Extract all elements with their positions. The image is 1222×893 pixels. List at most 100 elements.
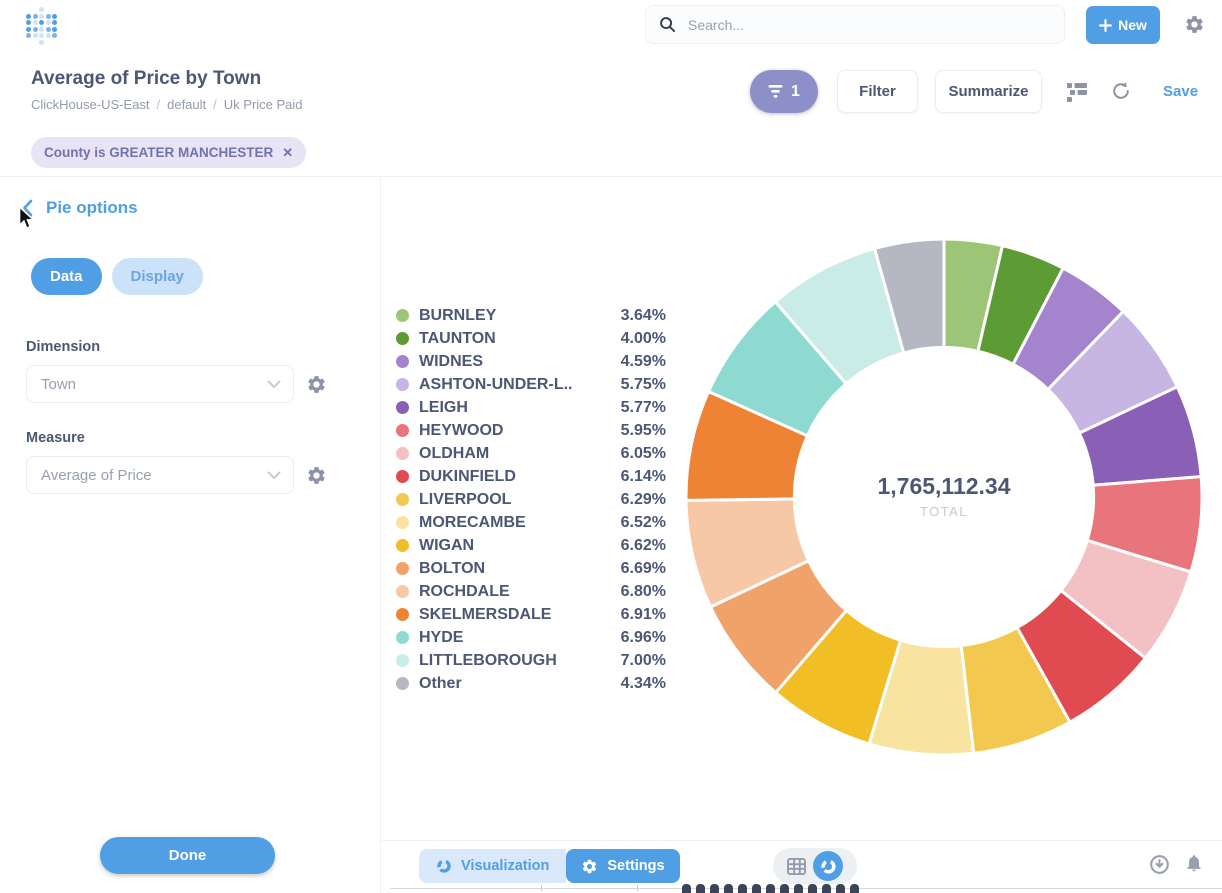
legend-value: 6.62% <box>620 536 666 554</box>
filter-chip[interactable]: County is GREATER MANCHESTER ✕ <box>31 137 307 168</box>
legend-dot <box>396 516 409 529</box>
legend-value: 6.91% <box>620 605 666 623</box>
remove-filter-icon[interactable]: ✕ <box>282 144 294 160</box>
legend-label: HEYWOOD <box>419 421 504 439</box>
chart-view-button[interactable] <box>813 851 843 881</box>
measure-gear-icon[interactable] <box>306 465 327 486</box>
filter-count-badge[interactable]: 1 <box>750 70 818 113</box>
legend-label: BURNLEY <box>419 306 497 324</box>
metabase-logo[interactable] <box>26 7 57 45</box>
pie-options-sidebar: Pie options Data Display Dimension Town … <box>0 177 381 893</box>
legend-dot <box>396 585 409 598</box>
notebook-editor-icon[interactable] <box>1066 81 1088 103</box>
legend-dot <box>396 378 409 391</box>
legend-label: OLDHAM <box>419 444 490 462</box>
legend-label: LEIGH <box>419 398 468 416</box>
refresh-icon[interactable] <box>1111 81 1131 101</box>
tab-data[interactable]: Data <box>31 258 102 295</box>
gear-icon <box>581 858 598 875</box>
chevron-down-icon <box>267 380 281 388</box>
table-icon <box>787 857 806 875</box>
legend-row[interactable]: OLDHAM 6.05% <box>396 442 666 465</box>
new-button[interactable]: New <box>1086 6 1160 44</box>
legend-dot <box>396 677 409 690</box>
question-title[interactable]: Average of Price by Town <box>31 68 262 89</box>
visualization-label: Visualization <box>461 858 550 874</box>
legend-row[interactable]: Other 4.34% <box>396 672 666 695</box>
legend-row[interactable]: BURNLEY 3.64% <box>396 304 666 327</box>
measure-select[interactable]: Average of Price <box>26 456 294 494</box>
table-view-button[interactable] <box>787 857 806 875</box>
global-search[interactable] <box>645 5 1065 44</box>
settings-gear-icon[interactable] <box>1184 14 1205 35</box>
chevron-left-icon[interactable] <box>22 199 33 217</box>
header-divider <box>0 176 1222 177</box>
legend-dot <box>396 355 409 368</box>
legend-row[interactable]: HYDE 6.96% <box>396 626 666 649</box>
legend-value: 6.14% <box>620 467 666 485</box>
breadcrumb-item[interactable]: default <box>167 97 207 112</box>
summarize-button[interactable]: Summarize <box>935 70 1042 113</box>
legend-label: MORECAMBE <box>419 513 526 531</box>
legend-dot <box>396 309 409 322</box>
legend-value: 6.29% <box>620 490 666 508</box>
dimension-select[interactable]: Town <box>26 365 294 403</box>
dimension-gear-icon[interactable] <box>306 374 327 395</box>
legend-row[interactable]: TAUNTON 4.00% <box>396 327 666 350</box>
pie-chart-icon <box>820 858 837 875</box>
breadcrumb-separator: / <box>156 97 161 112</box>
legend-row[interactable]: WIGAN 6.62% <box>396 534 666 557</box>
legend-dot <box>396 493 409 506</box>
pie-slice-other[interactable] <box>873 237 946 355</box>
legend-label: Other <box>419 674 462 692</box>
legend-label: BOLTON <box>419 559 486 577</box>
sidebar-header: Pie options <box>22 198 138 218</box>
measure-value: Average of Price <box>41 466 152 484</box>
legend-row[interactable]: HEYWOOD 5.95% <box>396 419 666 442</box>
search-input[interactable] <box>686 15 1064 34</box>
legend-row[interactable]: SKELMERSDALE 6.91% <box>396 603 666 626</box>
download-icon[interactable] <box>1149 854 1170 875</box>
legend-row[interactable]: BOLTON 6.69% <box>396 557 666 580</box>
visualization-button[interactable]: Visualization <box>419 849 567 883</box>
chevron-down-icon <box>267 471 281 479</box>
legend-value: 5.75% <box>620 375 666 393</box>
legend-row[interactable]: LEIGH 5.77% <box>396 396 666 419</box>
done-button[interactable]: Done <box>100 837 275 874</box>
legend-row[interactable]: LIVERPOOL 6.29% <box>396 488 666 511</box>
legend-row[interactable]: ROCHDALE 6.80% <box>396 580 666 603</box>
legend-label: TAUNTON <box>419 329 496 347</box>
legend-row[interactable]: MORECAMBE 6.52% <box>396 511 666 534</box>
legend-row[interactable]: DUKINFIELD 6.14% <box>396 465 666 488</box>
legend-dot <box>396 424 409 437</box>
legend-row[interactable]: LITTLEBOROUGH 7.00% <box>396 649 666 672</box>
legend-value: 3.64% <box>620 306 666 324</box>
legend-dot <box>396 562 409 575</box>
legend-value: 4.34% <box>620 674 666 692</box>
breadcrumb-item[interactable]: Uk Price Paid <box>223 97 303 112</box>
table-peek-tick <box>637 885 638 891</box>
pie-chart <box>684 237 1204 757</box>
save-button[interactable]: Save <box>1163 83 1199 100</box>
tab-display[interactable]: Display <box>111 258 203 295</box>
legend-value: 4.00% <box>620 329 666 347</box>
legend-label: LIVERPOOL <box>419 490 512 508</box>
legend-dot <box>396 447 409 460</box>
breadcrumb-item[interactable]: ClickHouse-US-East <box>31 97 150 112</box>
search-icon <box>660 17 676 33</box>
filter-chip-row: County is GREATER MANCHESTER ✕ <box>31 137 307 168</box>
legend-value: 6.69% <box>620 559 666 577</box>
visualization-footer: Visualization Settings <box>382 840 1222 888</box>
legend-dot <box>396 401 409 414</box>
settings-label: Settings <box>607 858 665 874</box>
sidebar-title: Pie options <box>46 198 138 217</box>
bell-icon[interactable] <box>1184 853 1204 873</box>
legend-label: SKELMERSDALE <box>419 605 552 623</box>
legend-label: LITTLEBOROUGH <box>419 651 557 669</box>
legend-row[interactable]: ASHTON-UNDER-L.. 5.75% <box>396 373 666 396</box>
filter-button[interactable]: Filter <box>837 70 918 113</box>
settings-button[interactable]: Settings <box>566 849 680 883</box>
pie-chart-icon <box>436 858 452 874</box>
legend-row[interactable]: WIDNES 4.59% <box>396 350 666 373</box>
legend-dot <box>396 608 409 621</box>
